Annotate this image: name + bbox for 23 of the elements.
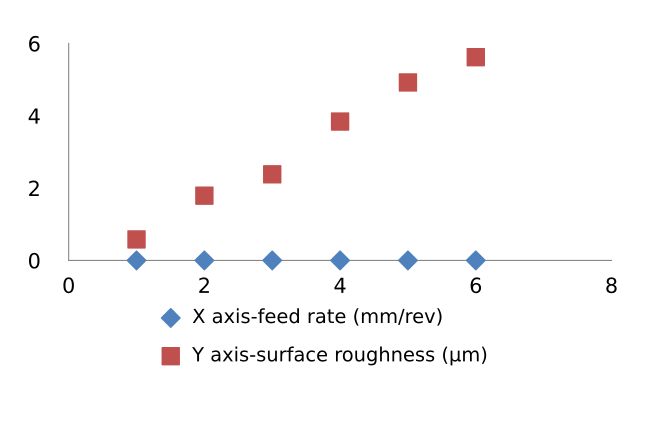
y-tick-label: 2 [29,180,39,196]
point [398,73,418,92]
point [263,165,282,184]
point [330,250,350,270]
x-tick-label: 0 [63,277,74,294]
x-tick-label: 6 [470,277,482,294]
point [466,250,486,270]
point [466,48,485,66]
x-tick-label: 4 [334,278,346,293]
point [398,250,418,270]
legend-label: X axis-feed rate (mm/rev) [192,308,442,326]
y-tick-label: 0 [29,252,40,269]
y-tick-label: 6 [29,36,40,52]
y-tick-label: 4 [28,108,40,124]
point [126,250,147,270]
legend-label: Y axis-surface roughness (µm) [192,346,486,366]
x-tick-label: 8 [606,277,617,294]
point [330,112,350,131]
point [127,230,146,249]
x-tick-label: 2 [199,277,209,293]
point [194,250,214,270]
point [195,186,214,205]
point [262,250,282,270]
